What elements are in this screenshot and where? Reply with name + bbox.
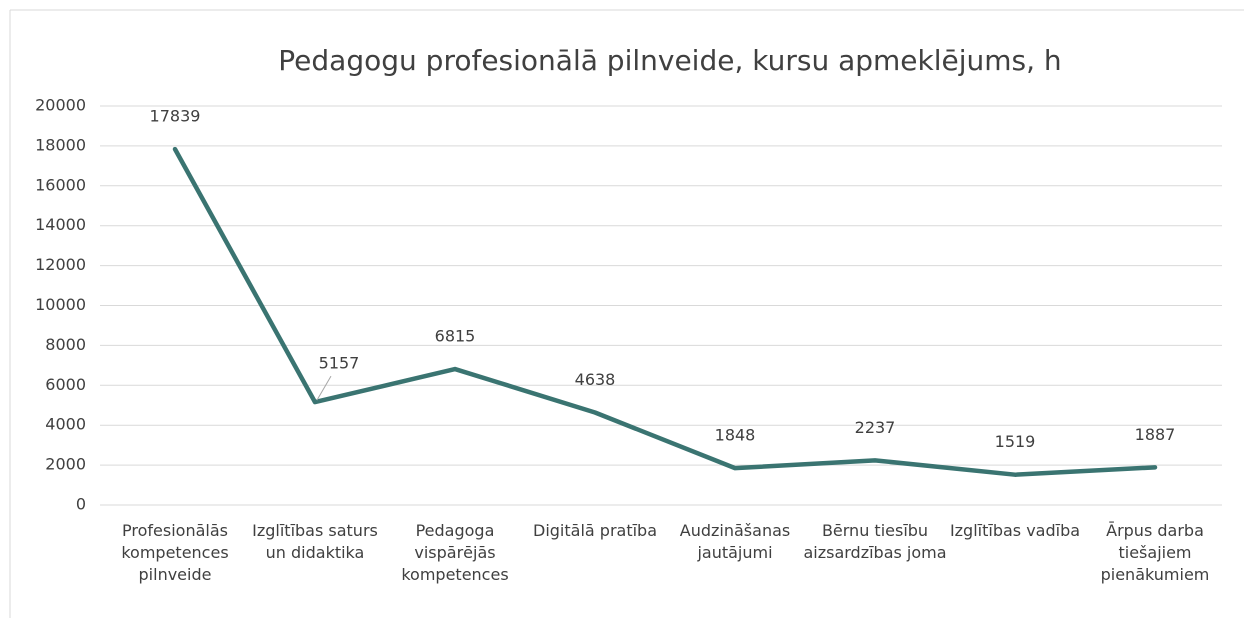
chart-title: Pedagogu profesionālā pilnveide, kursu a… bbox=[278, 44, 1061, 77]
x-tick-label: Ārpus darba tiešajiem pienākumiem bbox=[1100, 521, 1210, 584]
x-tick-label: Audzināšanas jautājumi bbox=[679, 521, 791, 562]
x-tick-label-box: Profesionālās kompetences pilnveide bbox=[121, 521, 229, 584]
y-tick-label: 8000 bbox=[45, 335, 86, 354]
x-tick-label-box: Pedagoga vispārējās kompetences bbox=[401, 521, 509, 584]
y-tick-label: 2000 bbox=[45, 455, 86, 474]
y-tick-label: 10000 bbox=[35, 295, 86, 314]
x-tick-label: Pedagoga vispārējās kompetences bbox=[401, 521, 509, 584]
y-tick-label: 4000 bbox=[45, 415, 86, 434]
x-tick-label-box: Audzināšanas jautājumi bbox=[679, 521, 791, 562]
data-label: 4638 bbox=[575, 370, 616, 389]
line bbox=[172, 146, 1158, 477]
y-tick-label: 0 bbox=[76, 495, 86, 514]
x-tick-label-box: Izglītības saturs un didaktika bbox=[252, 521, 378, 562]
x-tick-label: Digitālā pratība bbox=[533, 521, 657, 540]
y-tick-label: 14000 bbox=[35, 215, 86, 234]
x-tick-label-box: Ārpus darba tiešajiem pienākumiem bbox=[1100, 521, 1210, 584]
data-label: 5157 bbox=[319, 354, 360, 373]
data-label: 1519 bbox=[995, 432, 1036, 451]
data-label: 6815 bbox=[435, 327, 476, 346]
y-tick-label: 16000 bbox=[35, 175, 86, 194]
x-tick-label-box: Bērnu tiesību aizsardzības joma bbox=[803, 521, 947, 562]
x-tick-label: Profesionālās kompetences pilnveide bbox=[121, 521, 229, 584]
x-tick-label: Izglītības vadība bbox=[949, 521, 1081, 540]
data-label: 1887 bbox=[1135, 425, 1176, 444]
x-tick-label-box: Digitālā pratība bbox=[533, 521, 657, 540]
x-tick-label-box: Izglītības vadība bbox=[949, 521, 1081, 540]
leader-line bbox=[316, 375, 332, 401]
data-label: 2237 bbox=[855, 418, 896, 437]
y-tick-label: 6000 bbox=[45, 375, 86, 394]
y-tick-label: 12000 bbox=[35, 255, 86, 274]
data-label: 17839 bbox=[150, 107, 201, 126]
data-label: 1848 bbox=[715, 426, 756, 445]
x-tick-label: Izglītības saturs un didaktika bbox=[252, 521, 378, 562]
y-tick-label: 18000 bbox=[35, 135, 86, 154]
y-tick-label: 20000 bbox=[35, 96, 86, 115]
x-tick-label: Bērnu tiesību aizsardzības joma bbox=[803, 521, 947, 562]
